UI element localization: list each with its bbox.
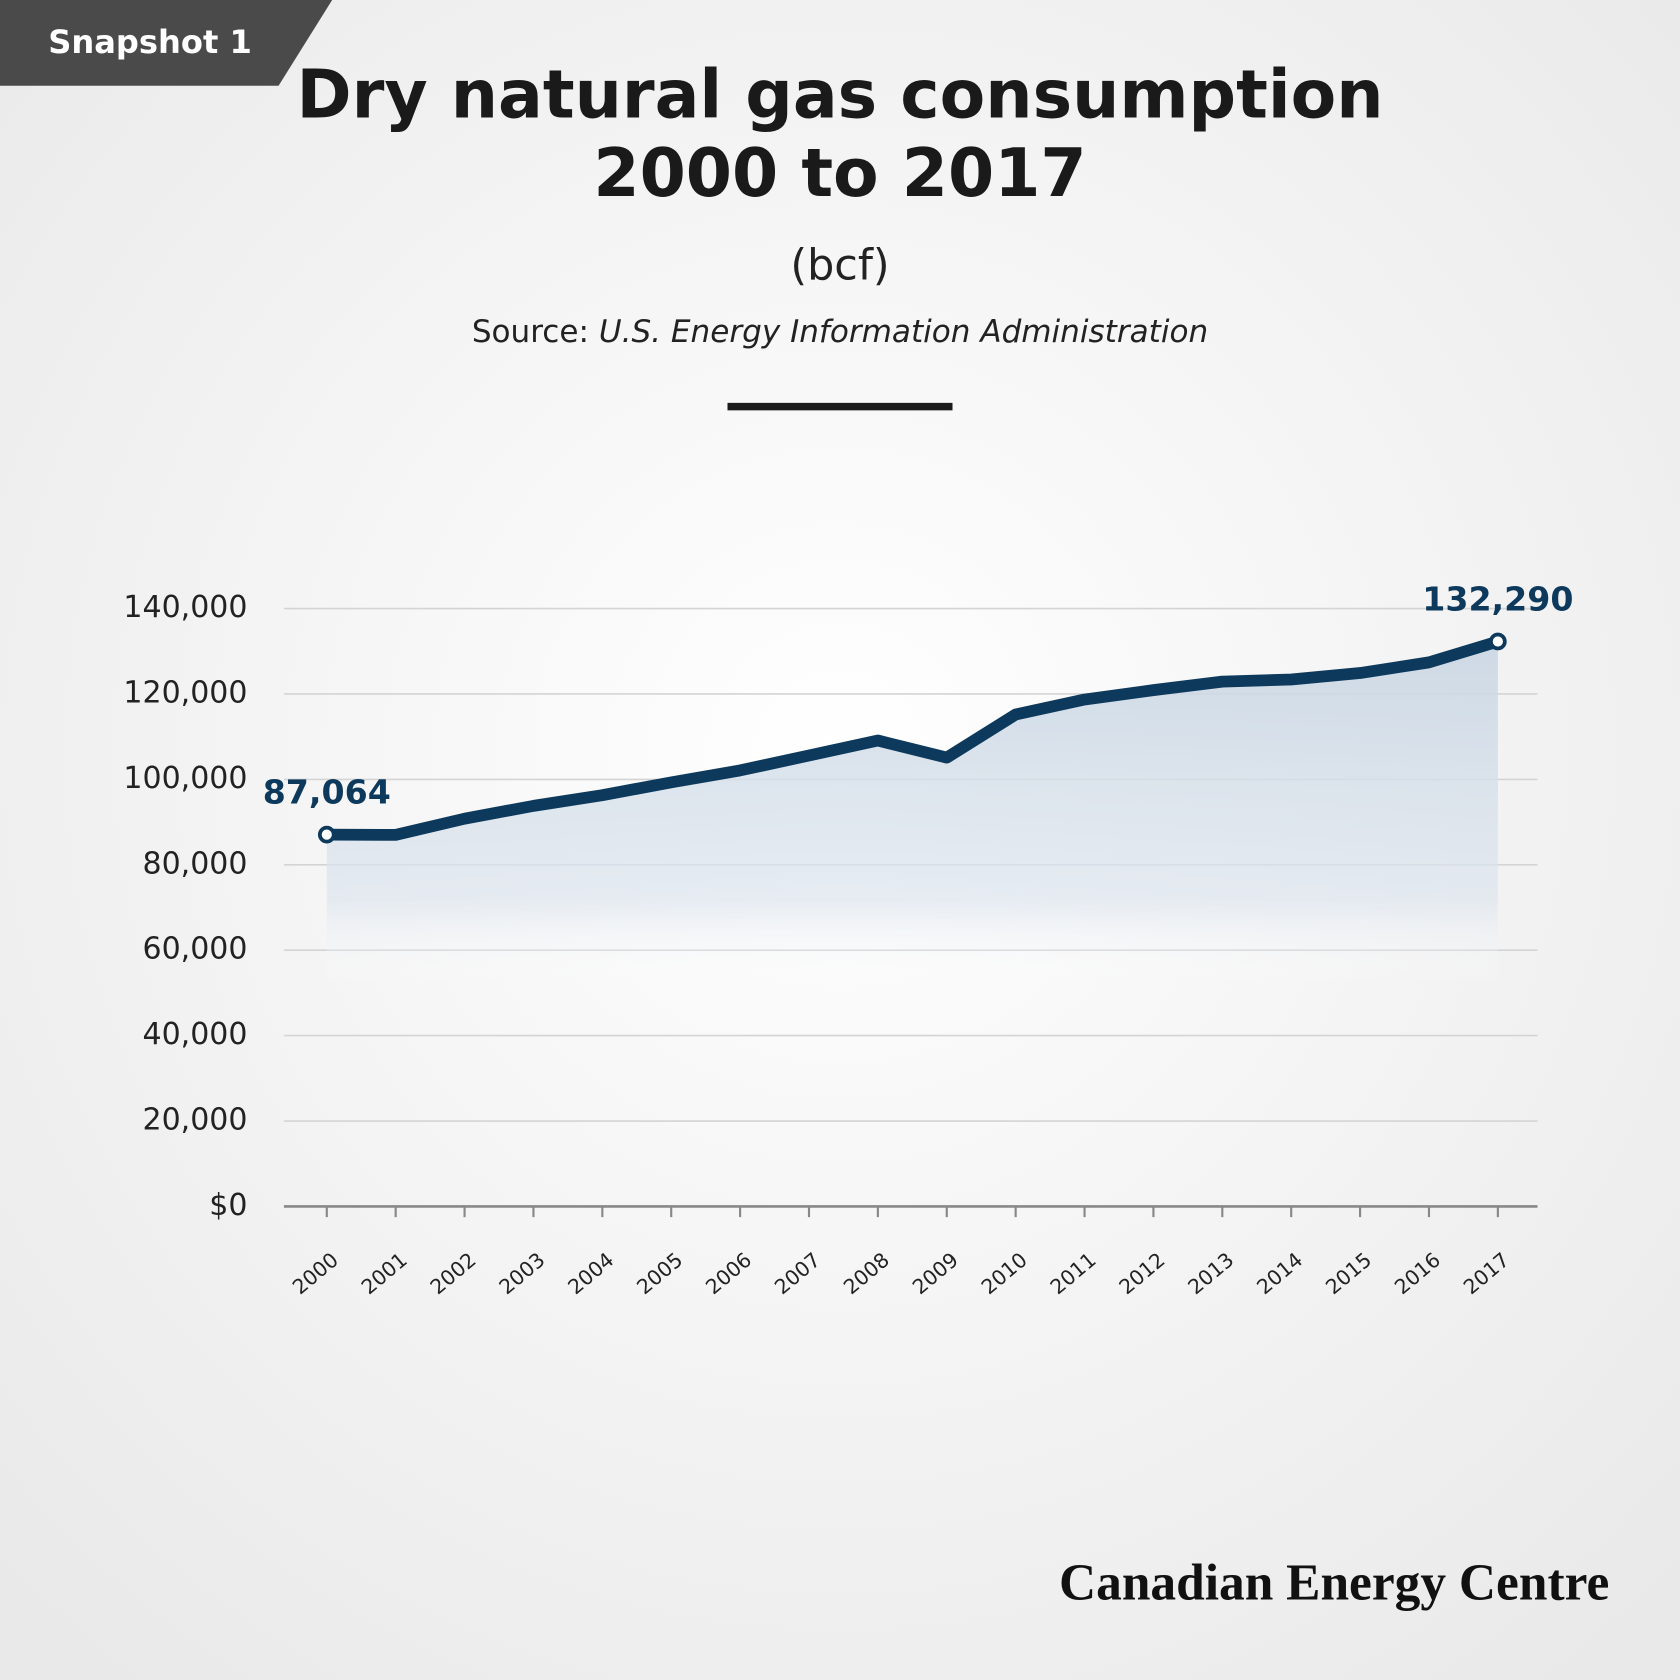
y-tick-label: 20,000 xyxy=(143,1103,248,1138)
y-tick-label: 140,000 xyxy=(123,590,247,625)
value-label: 87,064 xyxy=(263,772,391,811)
y-tick-label: 40,000 xyxy=(143,1017,248,1052)
badge-bg xyxy=(0,0,333,86)
subtitle: (bcf) xyxy=(790,240,889,290)
end-marker xyxy=(317,825,336,844)
badge: Snapshot 1 xyxy=(48,23,252,61)
title: 2000 to 2017 xyxy=(593,134,1086,212)
y-tick-label: 100,000 xyxy=(123,761,247,796)
source-name: U.S. Energy Information Administration xyxy=(599,314,1208,350)
value-label: 132,290 xyxy=(1422,579,1573,618)
end-marker xyxy=(1489,632,1507,651)
y-tick-label: 120,000 xyxy=(123,675,247,710)
source: Source: U.S. Energy Information Administ… xyxy=(472,314,1208,350)
title: Dry natural gas consumption xyxy=(296,56,1383,134)
area xyxy=(326,641,1498,986)
divider xyxy=(727,402,953,411)
y-tick-label: 80,000 xyxy=(143,846,248,881)
brand: Canadian Energy Centre xyxy=(1059,1555,1609,1612)
line xyxy=(326,635,1500,841)
y-tick-label: 60,000 xyxy=(143,932,248,967)
y-tick-label: $0 xyxy=(209,1188,247,1223)
source-label: Source: xyxy=(472,314,589,350)
